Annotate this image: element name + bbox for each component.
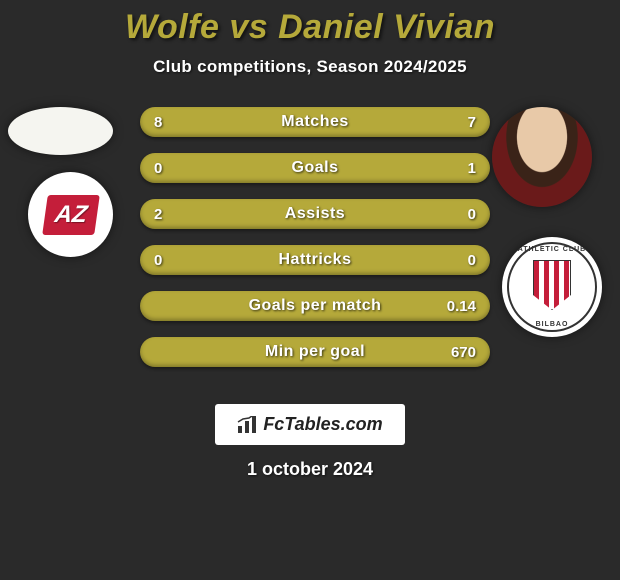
footer: FcTables.com 1 october 2024	[0, 404, 620, 480]
stat-row-goals-per-match: Goals per match 0.14	[140, 291, 490, 321]
athletic-text-top: ATHLETIC CLUB	[507, 246, 597, 253]
stat-label: Goals	[190, 159, 440, 177]
subtitle: Club competitions, Season 2024/2025	[0, 57, 620, 77]
stat-right-value: 7	[440, 114, 490, 131]
stat-row-min-per-goal: Min per goal 670	[140, 337, 490, 367]
stats-column: 8 Matches 7 0 Goals 1 2 Assists 0 0 Hatt…	[140, 107, 490, 383]
page-title: Wolfe vs Daniel Vivian	[0, 0, 620, 47]
fctables-text: FcTables.com	[263, 414, 382, 435]
infographic-container: Wolfe vs Daniel Vivian Club competitions…	[0, 0, 620, 580]
athletic-text-bottom: BILBAO	[507, 321, 597, 328]
date-text: 1 october 2024	[247, 459, 373, 480]
fctables-badge: FcTables.com	[215, 404, 404, 445]
club-logo-right: ATHLETIC CLUB BILBAO	[502, 237, 602, 337]
fctables-icon	[237, 416, 257, 434]
stat-right-value: 0	[440, 252, 490, 269]
stat-label: Matches	[190, 113, 440, 131]
stat-left-value: 8	[140, 114, 190, 131]
stat-right-value: 0.14	[440, 298, 490, 315]
stat-label: Assists	[190, 205, 440, 223]
player-right-avatar	[492, 107, 592, 207]
stat-left-value: 2	[140, 206, 190, 223]
athletic-logo: ATHLETIC CLUB BILBAO	[507, 242, 597, 332]
stat-right-value: 1	[440, 160, 490, 177]
stat-row-goals: 0 Goals 1	[140, 153, 490, 183]
stat-right-value: 670	[440, 344, 490, 361]
stat-label: Min per goal	[190, 343, 440, 361]
player-left-avatar	[8, 107, 113, 155]
stat-label: Goals per match	[190, 297, 440, 315]
stat-left-value: 0	[140, 252, 190, 269]
stat-row-matches: 8 Matches 7	[140, 107, 490, 137]
club-logo-left: AZ	[28, 172, 113, 257]
stat-right-value: 0	[440, 206, 490, 223]
main-area: AZ ATHLETIC CLUB BILBAO 8 Matches 7 0 Go…	[0, 97, 620, 377]
stat-row-assists: 2 Assists 0	[140, 199, 490, 229]
az-logo-text: AZ	[42, 195, 100, 235]
stat-left-value: 0	[140, 160, 190, 177]
stat-label: Hattricks	[190, 251, 440, 269]
stat-row-hattricks: 0 Hattricks 0	[140, 245, 490, 275]
